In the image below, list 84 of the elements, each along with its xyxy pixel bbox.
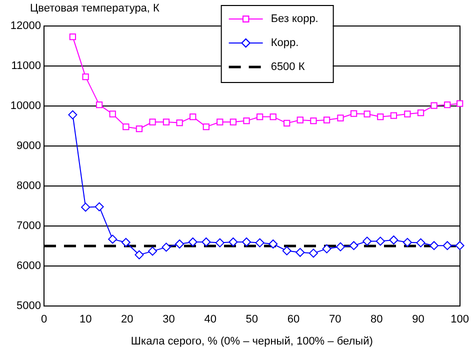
point (188, 238, 198, 246)
point (282, 246, 292, 256)
point (336, 242, 345, 252)
x-tick-label: 50 (246, 314, 258, 326)
x-tick-label: 40 (204, 314, 216, 326)
point (109, 110, 116, 118)
x-axis-title: Шкала серого, % (0% – черный, 100% – белый) (130, 335, 373, 348)
point (190, 113, 196, 120)
point (82, 73, 89, 80)
point (96, 101, 103, 108)
point (69, 33, 76, 40)
point (362, 236, 372, 246)
point (416, 238, 426, 248)
point (308, 248, 318, 258)
legend-label: 6500 К (270, 61, 306, 74)
point (176, 119, 183, 126)
x-tick-label: 10 (79, 314, 92, 326)
point (390, 112, 398, 119)
point (202, 123, 210, 130)
point (242, 238, 252, 246)
point (350, 110, 358, 117)
y-tick-label: 9000 (16, 140, 41, 152)
point (455, 241, 464, 250)
point (284, 120, 290, 127)
point (442, 241, 452, 250)
point (364, 110, 370, 118)
point (175, 240, 184, 248)
legend-label: Корр. (270, 37, 299, 50)
point (255, 238, 264, 248)
point (349, 241, 358, 250)
point (430, 241, 439, 250)
point (202, 238, 211, 246)
point (444, 101, 451, 108)
x-tick-label: 30 (162, 314, 175, 326)
point (430, 102, 438, 109)
point (149, 118, 156, 126)
point (389, 236, 398, 244)
point (94, 202, 104, 212)
point (323, 116, 330, 124)
x-tick-label: 90 (412, 314, 424, 326)
point (108, 234, 118, 244)
x-tick-label: 0 (40, 314, 48, 326)
point (322, 244, 332, 254)
point (268, 240, 278, 248)
point (243, 117, 250, 124)
point (376, 236, 385, 246)
x-tick-label: 60 (287, 314, 300, 326)
y-tick-label: 8000 (16, 180, 41, 192)
point (230, 118, 237, 126)
point (216, 118, 224, 126)
point (81, 202, 90, 212)
point (296, 116, 304, 124)
point (148, 246, 158, 256)
x-tick-label: 70 (328, 314, 342, 326)
point (417, 109, 424, 116)
point (270, 113, 276, 120)
point (134, 250, 144, 260)
y-tick-label: 10000 (10, 100, 41, 112)
point (377, 113, 384, 120)
point (256, 113, 264, 120)
point (337, 114, 344, 122)
y-tick-label: 6000 (16, 260, 41, 272)
point (402, 238, 412, 247)
point (68, 110, 78, 120)
x-tick-label: 100 (450, 314, 470, 326)
legend-label: Без корр. (270, 13, 318, 26)
y-tick-label: 7000 (16, 220, 41, 232)
point (310, 117, 317, 124)
y-tick-label: 11000 (11, 60, 41, 72)
point (215, 238, 224, 248)
point (404, 110, 411, 118)
point (122, 123, 130, 130)
x-tick-label: 80 (370, 314, 383, 326)
y-axis-title: Цветовая температура, К (30, 2, 160, 15)
x-tick-label: 20 (121, 314, 134, 326)
point (121, 238, 130, 247)
point (162, 118, 170, 126)
point (456, 100, 464, 107)
point (136, 125, 143, 132)
point (228, 238, 238, 246)
y-tick-label: 5000 (16, 300, 41, 312)
point (162, 242, 171, 252)
point (296, 248, 305, 257)
y-tick-label: 12000 (10, 20, 41, 32)
